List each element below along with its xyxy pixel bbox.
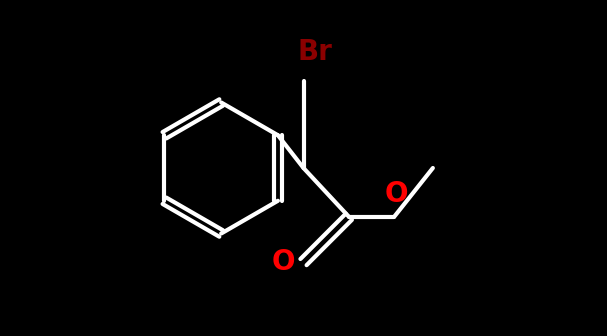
Text: O: O [271, 248, 295, 276]
Text: O: O [384, 180, 408, 208]
Text: Br: Br [298, 38, 333, 66]
